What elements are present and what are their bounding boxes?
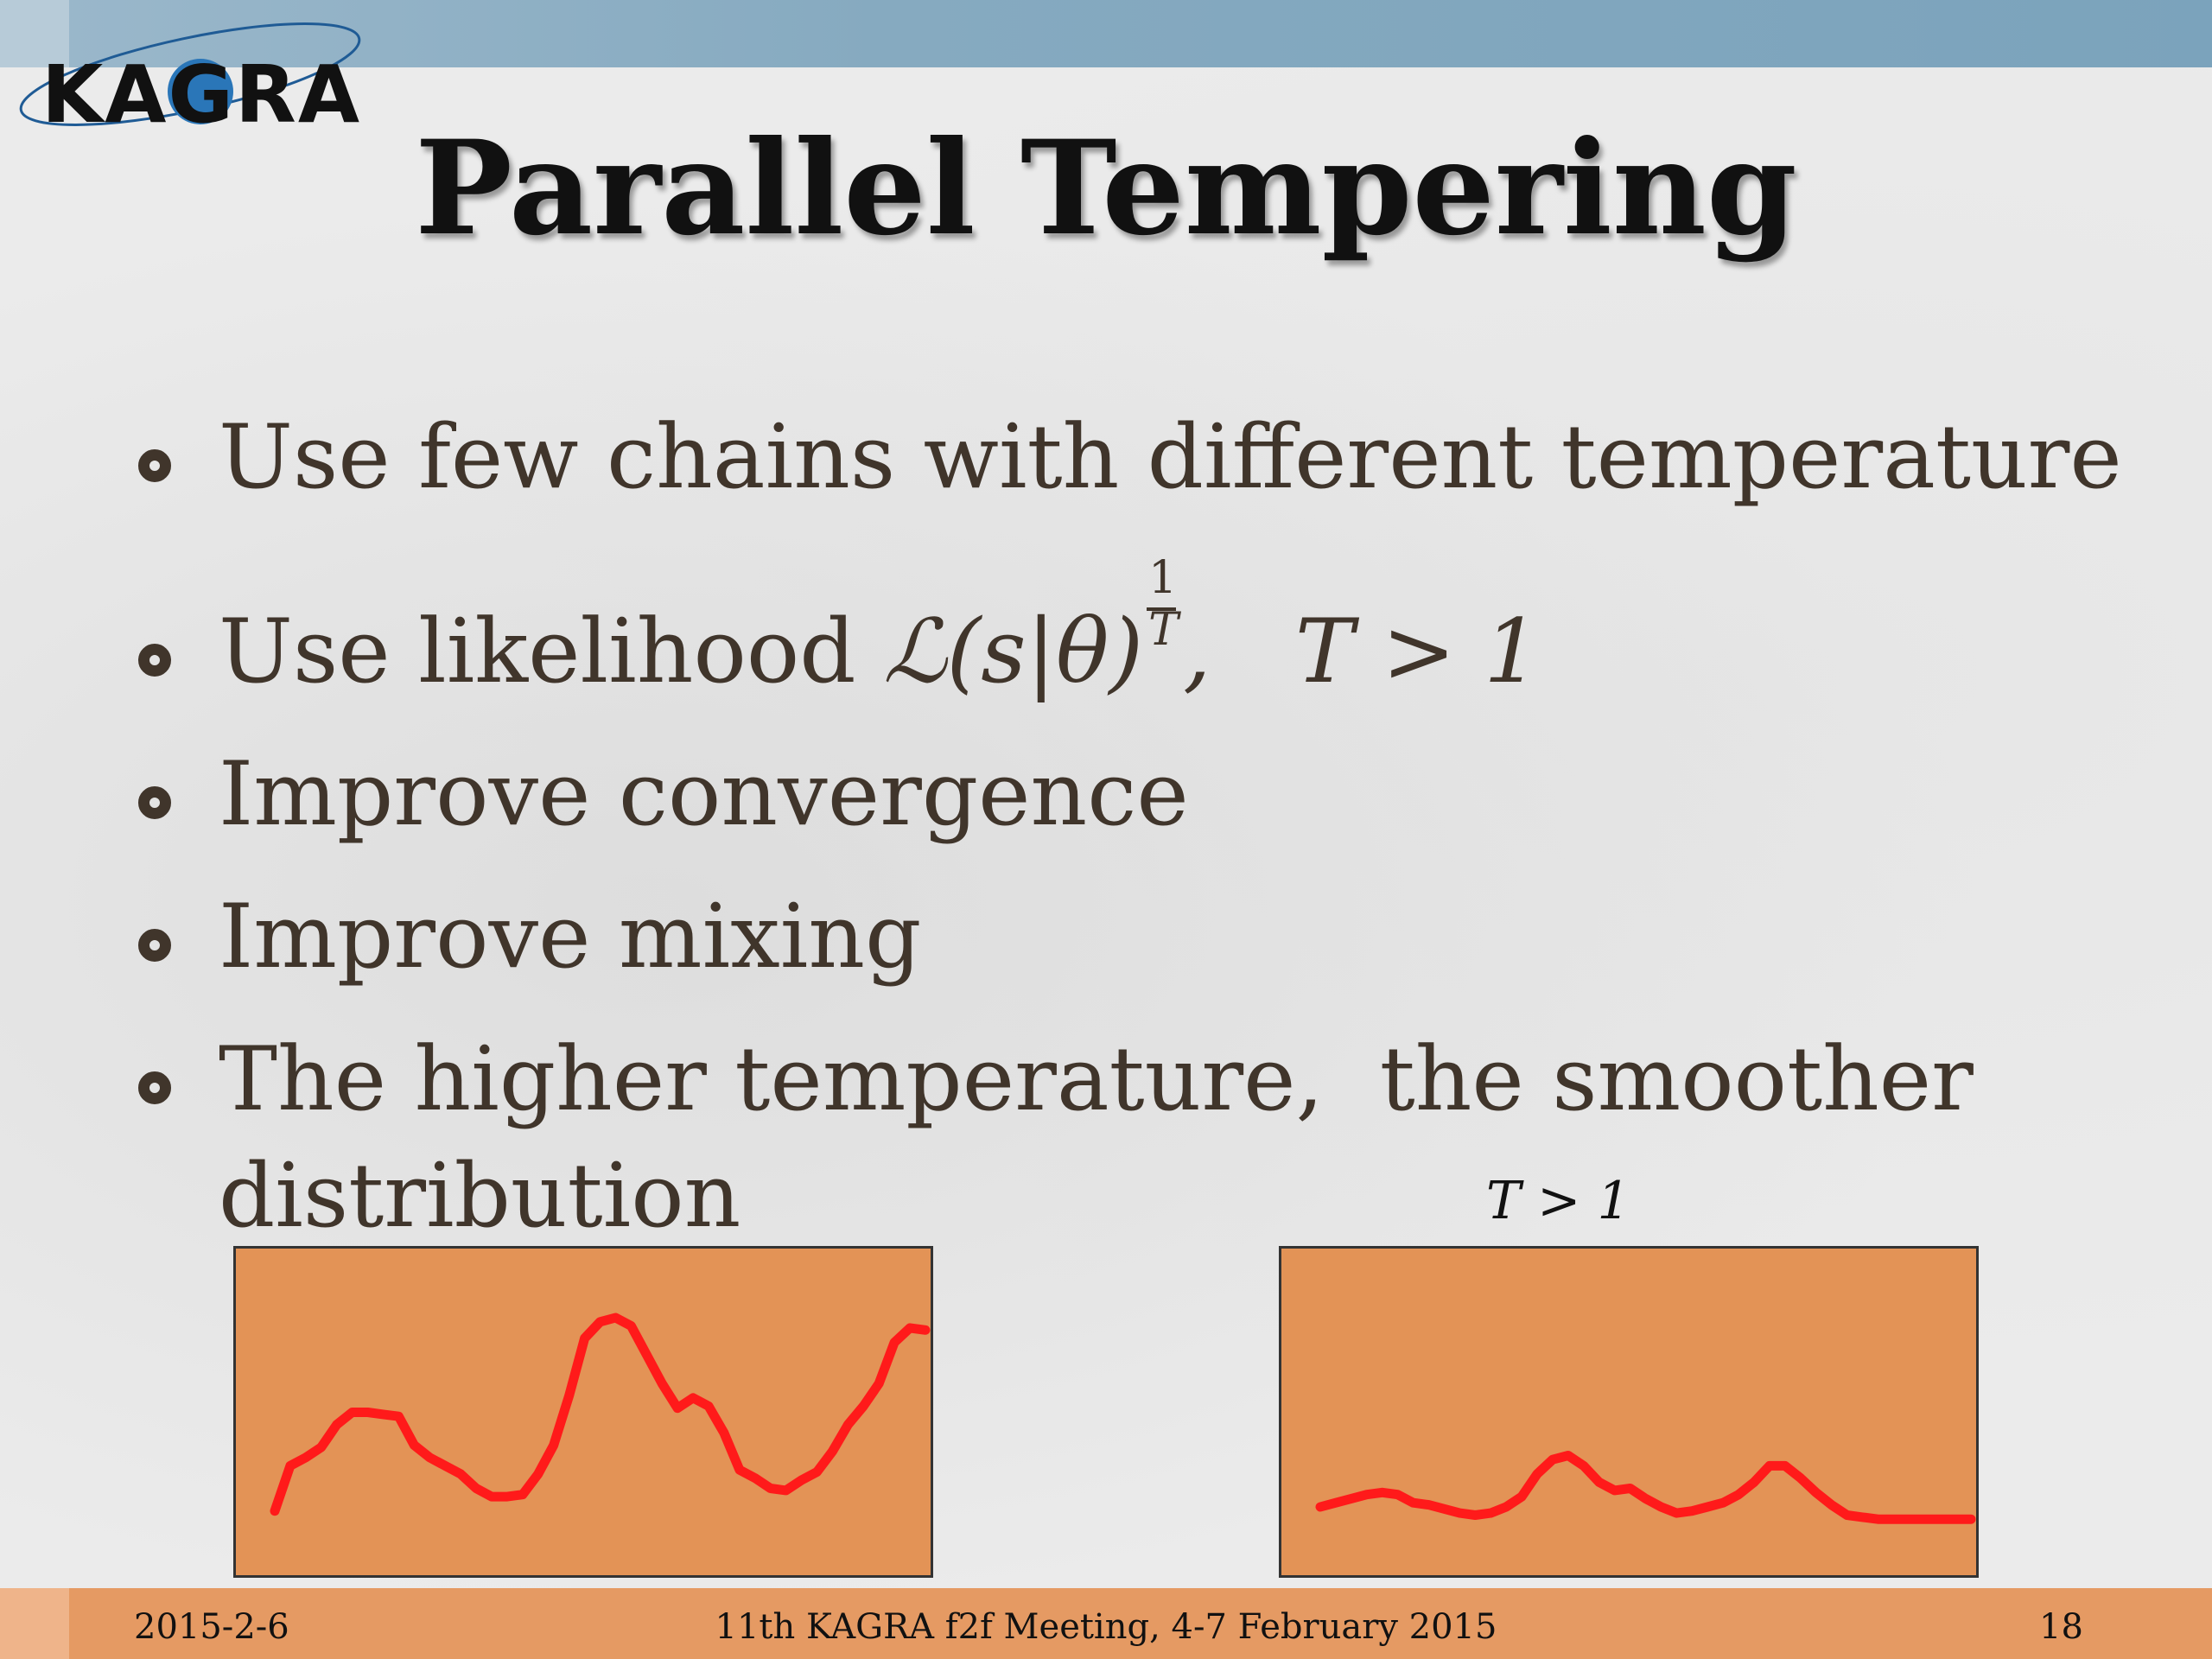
footer-accent <box>0 1588 69 1659</box>
exponent-denominator: T <box>1148 604 1179 656</box>
series-line <box>270 1313 931 1516</box>
kagra-logo: KAGRA <box>9 7 372 162</box>
footer-meeting: 11th KAGRA f2f Meeting, 4-7 February 201… <box>715 1607 1497 1647</box>
bullet-text: Use few chains with different temperatur… <box>219 406 2122 509</box>
bullet-circle-icon <box>138 644 171 677</box>
bullet-circle-icon <box>138 929 171 962</box>
formula-tail: , T > 1 <box>1183 601 1541 703</box>
slide-title: Parallel Tempering <box>415 112 1797 264</box>
bullet-text: The higher temperature, the smoother <box>219 1028 1974 1131</box>
bullet-text: Improve mixing <box>219 886 922 988</box>
formula-base: ℒ(s|θ) <box>883 601 1144 703</box>
series-line <box>1315 1451 1976 1524</box>
chart-right-plot <box>1315 1451 1976 1524</box>
bullet-text: Use likelihood <box>219 601 856 703</box>
logo-text: KAGRA <box>41 48 362 141</box>
footer-bar: 2015-2-6 11th KAGRA f2f Meeting, 4-7 Feb… <box>0 1588 2212 1659</box>
likelihood-formula: ℒ(s|θ) 1 T, T > 1 <box>883 552 1541 703</box>
bullet-text-continuation: distribution <box>219 1145 741 1248</box>
chart-right <box>1279 1246 1979 1578</box>
chart-left-plot <box>270 1313 931 1516</box>
bullet-circle-icon <box>138 1071 171 1104</box>
bullet-circle-icon <box>138 786 171 819</box>
logo-orbit-icon <box>19 22 361 126</box>
right-chart-label: T > 1 <box>1486 1171 1630 1231</box>
bullet-text: Improve convergence <box>219 743 1189 846</box>
exponent-numerator: 1 <box>1148 552 1178 604</box>
footer-date: 2015-2-6 <box>134 1607 289 1647</box>
chart-left <box>233 1246 933 1578</box>
page-number: 18 <box>2039 1607 2083 1647</box>
header-bar-accent <box>0 0 69 67</box>
header-bar <box>0 0 2212 67</box>
bullet-circle-icon <box>138 449 171 482</box>
exponent-bar <box>1147 607 1177 611</box>
